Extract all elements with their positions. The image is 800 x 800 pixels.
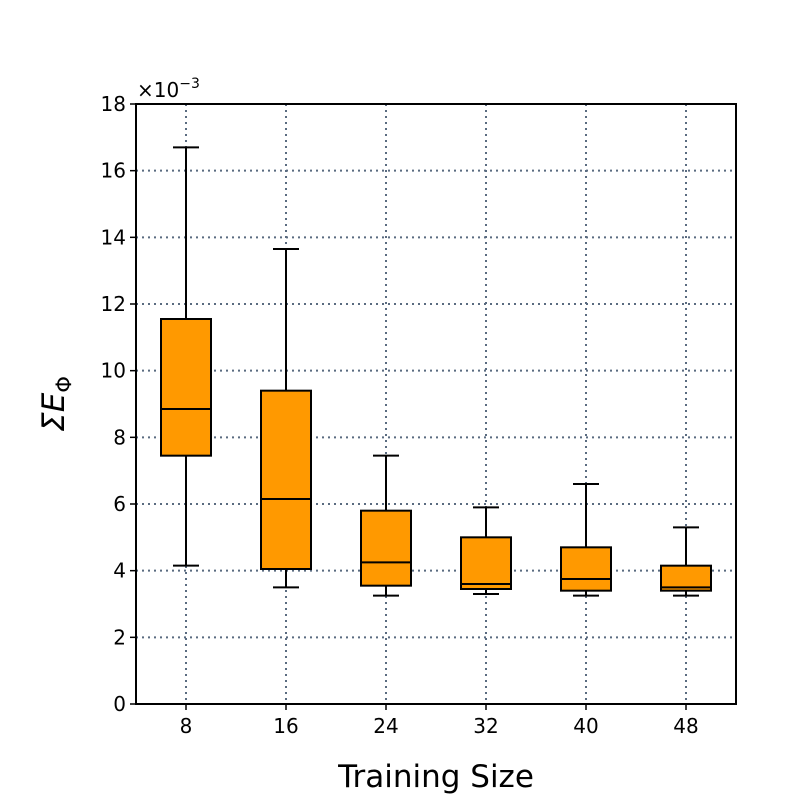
x-tick-label: 24 [373, 714, 398, 738]
y-tick-label: 14 [101, 225, 126, 249]
y-tick-label: 16 [101, 159, 126, 183]
y-tick-label: 12 [101, 292, 126, 316]
x-axis-label: Training Size [337, 759, 534, 795]
x-tick-label: 16 [273, 714, 298, 738]
iqr-box [260, 389, 312, 570]
box-plot-48 [660, 526, 712, 597]
y-scale-multiplier: ×10−3 [137, 76, 200, 102]
y-tick-label: 2 [113, 625, 126, 649]
iqr-box [460, 536, 512, 590]
y-axis-label-symbol: ΣE [36, 392, 72, 432]
iqr-box [360, 509, 412, 587]
y-tick-label: 4 [113, 559, 126, 583]
y-tick-label: 8 [113, 425, 126, 449]
plot-frame [135, 103, 737, 705]
iqr-box [560, 546, 612, 592]
box-plot-40 [560, 483, 612, 597]
x-tick-label: 40 [573, 714, 598, 738]
x-tick-label: 8 [180, 714, 193, 738]
y-axis-label: ΣEΦ [36, 376, 76, 432]
y-tick-label: 10 [101, 359, 126, 383]
y-axis-label-subscript: Φ [52, 376, 76, 393]
box-plot-24 [360, 454, 412, 597]
y-tick-label: 0 [113, 692, 126, 716]
box-plot-32 [460, 506, 512, 595]
box-plot-8 [160, 146, 212, 567]
boxes-layer [160, 146, 712, 597]
iqr-box [160, 318, 212, 457]
x-tick-label: 32 [473, 714, 498, 738]
y-tick-label: 18 [101, 92, 126, 116]
x-tick-label: 48 [673, 714, 698, 738]
y-tick-label: 6 [113, 492, 126, 516]
box-plot-16 [260, 248, 312, 589]
